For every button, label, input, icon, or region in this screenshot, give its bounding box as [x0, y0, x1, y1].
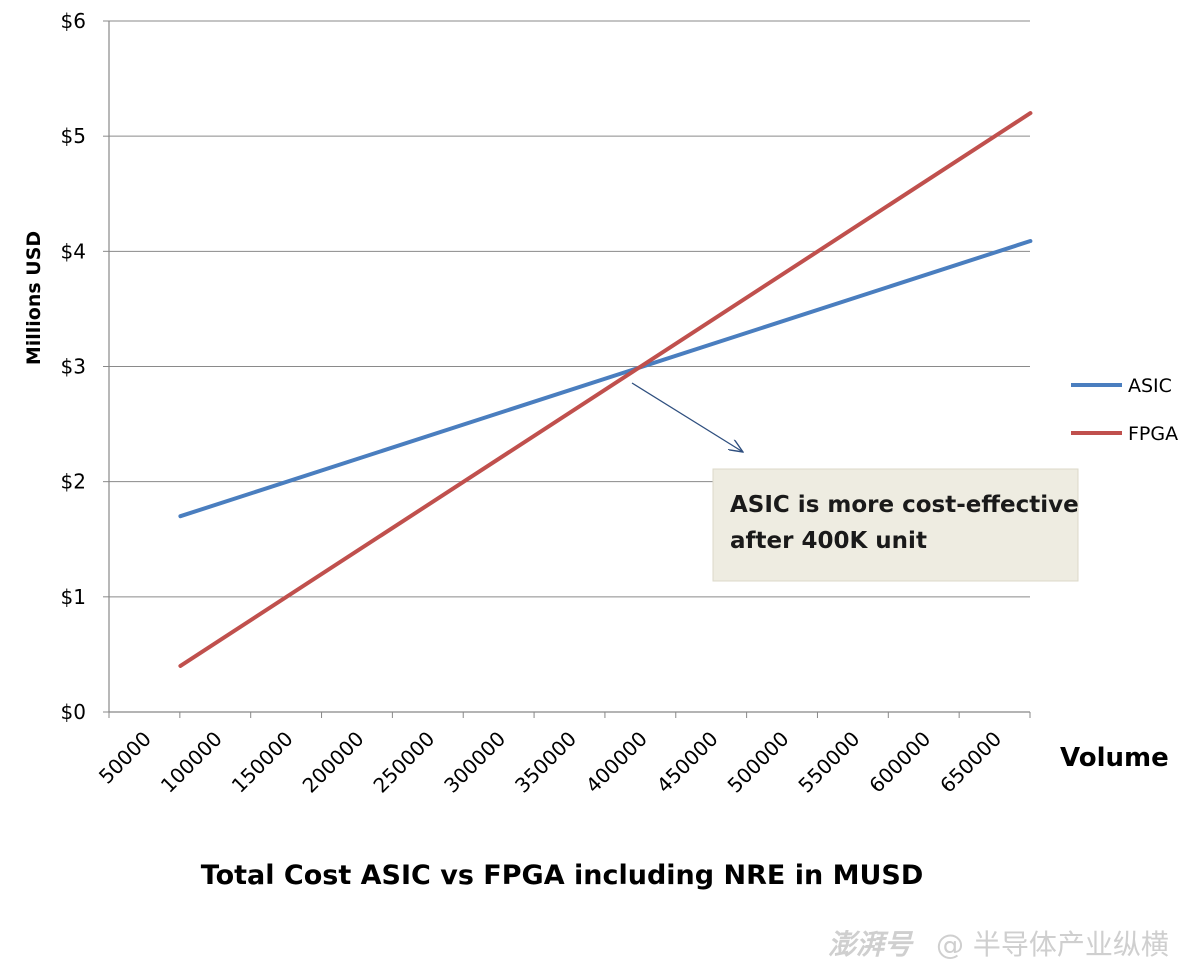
x-axis-tick-labels: 50000 100000 150000 200000 250000 300000 35000…: [94, 727, 1006, 798]
x-tick-label: 650000: [935, 727, 1006, 798]
gridlines: [103, 20, 1030, 713]
x-tick-label: 600000: [864, 727, 935, 798]
x-tick-label: 500000: [723, 727, 794, 798]
annotation: ASIC is more cost-effective after 400K u…: [631, 382, 1079, 582]
legend: ASIC FPGA: [1071, 375, 1178, 445]
annotation-line-2: after 400K unit: [730, 528, 927, 554]
y-axis-title: Millions USD: [23, 231, 45, 365]
y-tick-label: $2: [61, 470, 86, 494]
annotation-line-1: ASIC is more cost-effective: [730, 492, 1079, 518]
watermark-right: @ 半导体产业纵横: [936, 928, 1169, 961]
x-axis-tick-marks: [108, 712, 1031, 718]
legend-asic-label: ASIC: [1128, 375, 1172, 397]
x-tick-label: 400000: [581, 727, 652, 798]
legend-fpga-label: FPGA: [1128, 423, 1178, 445]
watermark-left: 澎湃号: [828, 928, 914, 961]
x-tick-label: 150000: [227, 727, 298, 798]
y-axis-tick-labels: $0 $1 $2 $3 $4 $5 $6: [61, 9, 86, 724]
y-tick-label: $0: [61, 700, 86, 724]
x-tick-label: 550000: [793, 727, 864, 798]
x-tick-label: 350000: [510, 727, 581, 798]
annotation-box: [712, 468, 1079, 582]
x-tick-label: 450000: [652, 727, 723, 798]
series-line-asic: [178, 239, 1033, 519]
x-tick-label: 250000: [368, 727, 439, 798]
x-tick-label: 300000: [439, 727, 510, 798]
y-tick-label: $1: [61, 585, 86, 609]
y-tick-label: $6: [61, 9, 86, 33]
y-tick-label: $3: [61, 355, 86, 379]
x-tick-label: 200000: [298, 727, 369, 798]
annotation-arrow: [631, 382, 743, 452]
x-tick-label: 100000: [156, 727, 227, 798]
y-tick-label: $4: [61, 239, 86, 263]
series-group: [178, 111, 1033, 668]
y-tick-label: $5: [61, 124, 86, 148]
x-axis-title: Volume: [1060, 743, 1169, 773]
x-tick-label: 50000: [94, 727, 156, 789]
chart-title: Total Cost ASIC vs FPGA including NRE in…: [201, 860, 924, 891]
series-line-fpga: [178, 111, 1033, 668]
